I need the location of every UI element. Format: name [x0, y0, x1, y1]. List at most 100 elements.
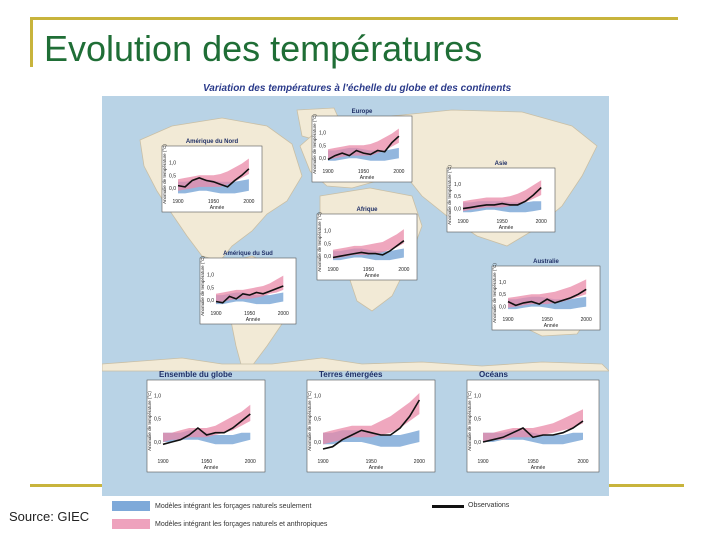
panel-title: Océans: [479, 370, 508, 379]
x-tick-label: 1900: [210, 311, 221, 317]
legend-anthro-label: Modèles intégrant les forçages naturels …: [155, 521, 328, 528]
legend-anthro-swatch: [112, 519, 150, 529]
y-axis-label: Anomalie de température (°C): [307, 391, 312, 451]
x-tick-label: 1900: [457, 219, 468, 225]
anthropogenic-forcing-band: [163, 404, 251, 442]
anthropogenic-forcing-band: [483, 409, 583, 442]
y-tick-label: 0,0: [454, 207, 461, 213]
y-tick-label: 1,0: [319, 130, 326, 136]
y-tick-label: 1,0: [314, 393, 321, 399]
y-axis-label: Anomalie de température (°C): [162, 144, 167, 204]
y-tick-label: 0,5: [454, 194, 461, 200]
x-tick-label: 2000: [536, 219, 547, 225]
y-axis-label: Anomalie de température (°C): [200, 256, 205, 316]
x-tick-label: 1950: [244, 311, 255, 317]
observations-line: [462, 187, 542, 210]
y-tick-label: 0,0: [169, 186, 176, 192]
anthropogenic-forcing-band: [323, 393, 420, 445]
x-tick-label: 2000: [398, 267, 409, 273]
observations-line: [332, 240, 405, 259]
x-tick-label: 2000: [278, 311, 289, 317]
observations-line: [507, 288, 587, 307]
x-axis-label: Année: [365, 273, 380, 279]
y-axis-label: Anomalie de température (°C): [447, 165, 452, 225]
x-axis-label: Année: [204, 465, 219, 471]
panel-asie: 0,0 0,5 1,0 1900 1950 2000 Année Anomalie de te…: [446, 161, 556, 233]
y-axis-label: Anomalie de température (°C): [492, 263, 497, 323]
panel-title: Amérique du Nord: [186, 139, 239, 145]
x-axis-label: Année: [360, 175, 375, 181]
x-axis-label: Année: [531, 465, 546, 471]
y-tick-label: 1,0: [499, 280, 506, 286]
source-note: Source: GIEC: [9, 509, 90, 524]
panel-amerique-du-nord: 0,0 0,5 1,0 1900 1950 2000 Année Anomalie de te…: [161, 139, 263, 213]
x-tick-label: 1900: [502, 317, 513, 323]
x-tick-label: 2000: [243, 199, 254, 205]
y-tick-label: 1,0: [169, 160, 176, 166]
y-tick-label: 0,0: [499, 305, 506, 311]
y-tick-label: 0,5: [324, 241, 331, 247]
legend-natural-swatch: [112, 501, 150, 511]
x-tick-label: 1900: [317, 459, 328, 465]
panel-title: Terres émergées: [319, 370, 383, 379]
y-tick-label: 0,0: [319, 156, 326, 162]
panel-title: Asie: [495, 161, 508, 167]
frame-left-rule: [30, 17, 33, 67]
y-tick-label: 0,5: [314, 417, 321, 423]
y-tick-label: 0,0: [314, 440, 321, 446]
land-antarctica-edge: [102, 357, 609, 372]
x-axis-label: Année: [210, 205, 225, 211]
panel-afrique: 0,0 0,5 1,0 1900 1950 2000 Année Anomalie de te…: [316, 207, 418, 281]
y-tick-label: 1,0: [324, 228, 331, 234]
x-tick-label: 1950: [208, 199, 219, 205]
panel-title: Afrique: [357, 207, 379, 213]
y-axis-label: Anomalie de température (°C): [147, 391, 152, 451]
panel-title: Amérique du Sud: [223, 251, 273, 257]
x-tick-label: 1950: [527, 459, 538, 465]
y-tick-label: 0,5: [207, 285, 214, 291]
y-tick-label: 0,5: [499, 292, 506, 298]
x-axis-label: Année: [246, 317, 261, 323]
x-tick-label: 1900: [477, 459, 488, 465]
x-tick-label: 1900: [322, 169, 333, 175]
y-tick-label: 1,0: [154, 393, 161, 399]
y-tick-label: 1,0: [454, 182, 461, 188]
panel-title: Australie: [533, 259, 559, 265]
x-tick-label: 2000: [577, 459, 588, 465]
x-tick-label: 2000: [245, 459, 256, 465]
panel-oceans: 0,0 0,5 1,0 1900 1950 2000 Année Anomalie de te…: [466, 370, 600, 473]
legend-observations-label: Observations: [468, 502, 510, 509]
y-axis-label: Anomalie de température (°C): [467, 391, 472, 451]
observations-line: [482, 420, 584, 443]
observations-line: [322, 399, 421, 450]
y-axis-label: Anomalie de température (°C): [312, 114, 317, 174]
frame-top-rule: [30, 17, 678, 20]
x-tick-label: 1900: [172, 199, 183, 205]
panel-europe: 0,0 0,5 1,0 1900 1950 2000 Année Anomalie de te…: [311, 109, 413, 183]
x-tick-label: 2000: [393, 169, 404, 175]
figure-canvas: 0,0 0,5 1,0 1900 1950 2000 Année Anomalie de te…: [102, 107, 609, 473]
ipcc-figure: 0,0 0,5 1,0 1900 1950 2000 Année Anomalie de te…: [102, 96, 609, 496]
x-tick-label: 2000: [414, 459, 425, 465]
panel-ensemble-du-globe: 0,0 0,5 1,0 1900 1950 2000 Année Anomalie de te…: [146, 370, 266, 473]
panel-title: Ensemble du globe: [159, 370, 233, 379]
observations-line: [162, 413, 251, 446]
x-tick-label: 1950: [497, 219, 508, 225]
y-tick-label: 0,0: [154, 440, 161, 446]
x-tick-label: 1950: [201, 459, 212, 465]
panel-title: Europe: [352, 109, 373, 115]
y-tick-label: 0,5: [474, 417, 481, 423]
y-tick-label: 0,0: [324, 254, 331, 260]
observations-line: [327, 135, 400, 161]
x-tick-label: 1950: [358, 169, 369, 175]
panel-frame: [146, 379, 266, 473]
slide-title: Evolution des températures: [44, 28, 483, 69]
x-tick-label: 1950: [366, 459, 377, 465]
y-tick-label: 1,0: [207, 272, 214, 278]
panel-australie: 0,0 0,5 1,0 1900 1950 2000 Année Anomalie de te…: [491, 259, 601, 331]
x-tick-label: 1900: [327, 267, 338, 273]
x-tick-label: 2000: [581, 317, 592, 323]
observations-line: [177, 168, 250, 188]
x-tick-label: 1950: [363, 267, 374, 273]
panel-amerique-du-sud: 0,0 0,5 1,0 1900 1950 2000 Année Anomalie de te…: [199, 251, 297, 325]
